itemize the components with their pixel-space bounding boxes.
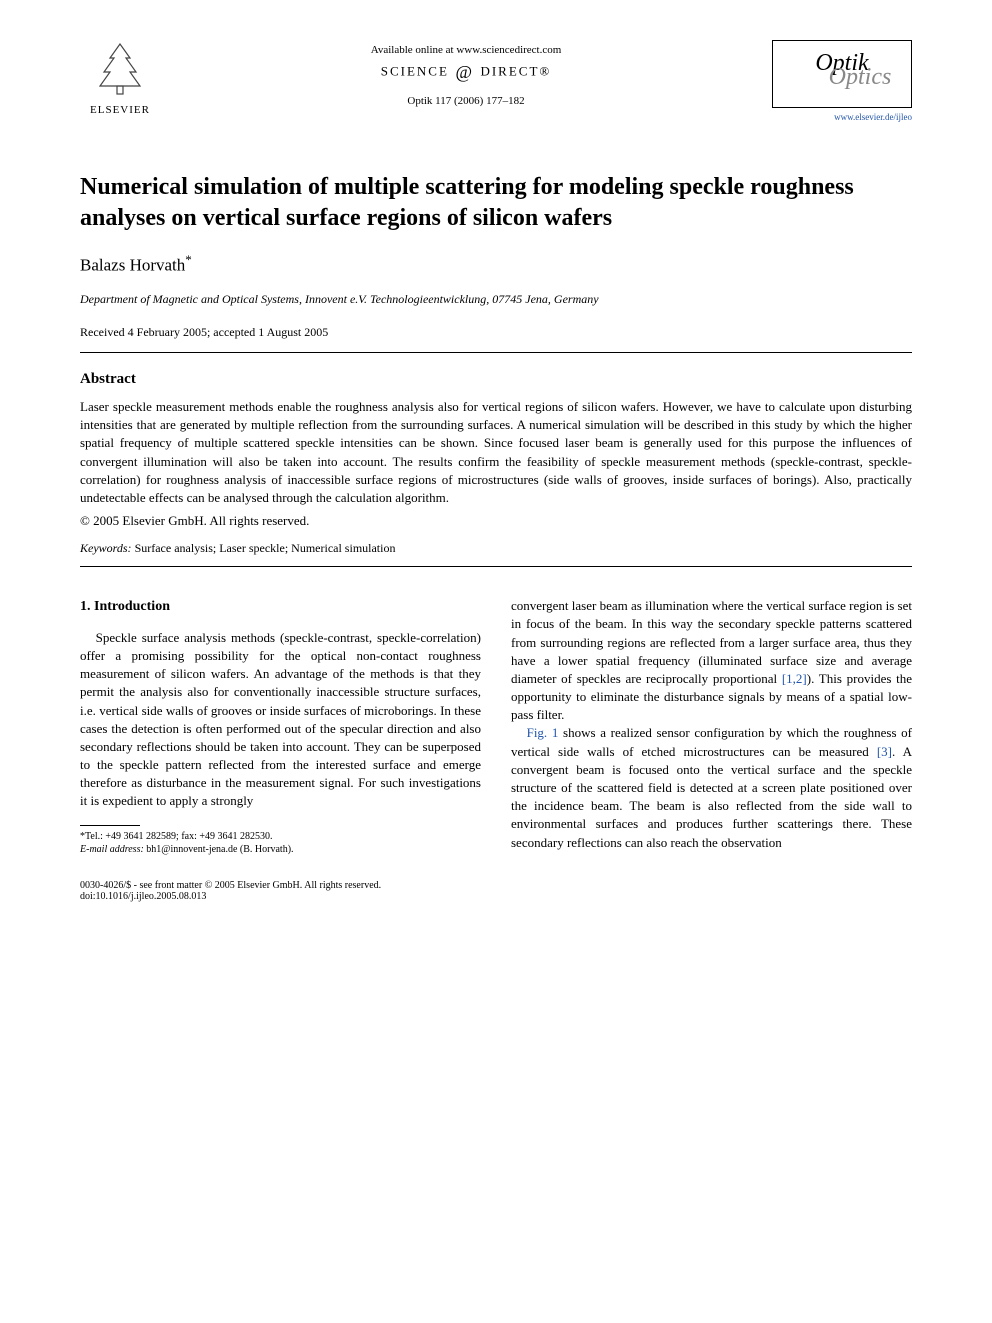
footnote-email-label: E-mail address: [80, 844, 144, 855]
abstract-copyright: © 2005 Elsevier GmbH. All rights reserve… [80, 513, 912, 529]
article-title: Numerical simulation of multiple scatter… [80, 172, 912, 234]
article-dates: Received 4 February 2005; accepted 1 Aug… [80, 325, 912, 340]
keywords-label: Keywords: [80, 541, 132, 555]
keywords-text: Surface analysis; Laser speckle; Numeric… [135, 541, 396, 555]
footnote-block: *Tel.: +49 3641 282589; fax: +49 3641 28… [80, 830, 481, 856]
col2-p2-b: shows a realized sensor configuration by… [511, 725, 912, 758]
sd-prefix: SCIENCE [381, 63, 449, 78]
ref-link-1-2[interactable]: [1,2] [782, 671, 807, 686]
affiliation: Department of Magnetic and Optical Syste… [80, 292, 912, 307]
rule-bottom [80, 566, 912, 567]
author-text: Balazs Horvath [80, 256, 185, 275]
publisher-name: ELSEVIER [90, 104, 150, 116]
author-marker: * [185, 252, 192, 267]
sd-suffix: DIRECT® [480, 63, 551, 78]
footer-line1: 0030-4026/$ - see front matter © 2005 El… [80, 880, 912, 891]
footer-info: 0030-4026/$ - see front matter © 2005 El… [80, 880, 912, 902]
footnote-rule [80, 825, 140, 826]
intro-para1-cont: convergent laser beam as illumination wh… [511, 597, 912, 724]
abstract-heading: Abstract [80, 371, 912, 388]
available-online-text: Available online at www.sciencedirect.co… [160, 44, 772, 56]
column-left: 1. Introduction Speckle surface analysis… [80, 597, 481, 855]
footnote-email-line: E-mail address: bh1@innovent-jena.de (B.… [80, 843, 481, 856]
journal-logo-line2: Optics [799, 67, 921, 87]
intro-para2: Fig. 1 shows a realized sensor configura… [511, 724, 912, 851]
sd-at-icon: @ [449, 62, 481, 82]
keywords-line: Keywords: Surface analysis; Laser speckl… [80, 541, 912, 556]
body-columns: 1. Introduction Speckle surface analysis… [80, 597, 912, 855]
section1-heading: 1. Introduction [80, 597, 481, 617]
sciencedirect-logo: SCIENCE @ DIRECT® [160, 62, 772, 83]
journal-reference: Optik 117 (2006) 177–182 [160, 95, 772, 107]
ref-link-3[interactable]: [3] [877, 744, 892, 759]
journal-logo-box: Optik Optics www.elsevier.de/ijleo [772, 40, 912, 122]
footnote-email: bh1@innovent-jena.de (B. Horvath). [146, 844, 293, 855]
publisher-logo: ELSEVIER [80, 40, 160, 116]
author-name: Balazs Horvath* [80, 252, 912, 276]
header-center: Available online at www.sciencedirect.co… [160, 40, 772, 107]
journal-logo: Optik Optics [772, 40, 912, 108]
abstract-text: Laser speckle measurement methods enable… [80, 398, 912, 507]
footer-line2: doi:10.1016/j.ijleo.2005.08.013 [80, 891, 912, 902]
journal-url[interactable]: www.elsevier.de/ijleo [772, 112, 912, 122]
col2-p2-c: . A convergent beam is focused onto the … [511, 744, 912, 850]
page-header: ELSEVIER Available online at www.science… [80, 40, 912, 122]
publisher-tree-icon [90, 40, 150, 102]
fig-link-1[interactable]: Fig. 1 [527, 725, 559, 740]
footnote-tel: *Tel.: +49 3641 282589; fax: +49 3641 28… [80, 830, 481, 843]
rule-top [80, 352, 912, 353]
intro-para1: Speckle surface analysis methods (speckl… [80, 629, 481, 811]
column-right: convergent laser beam as illumination wh… [511, 597, 912, 855]
